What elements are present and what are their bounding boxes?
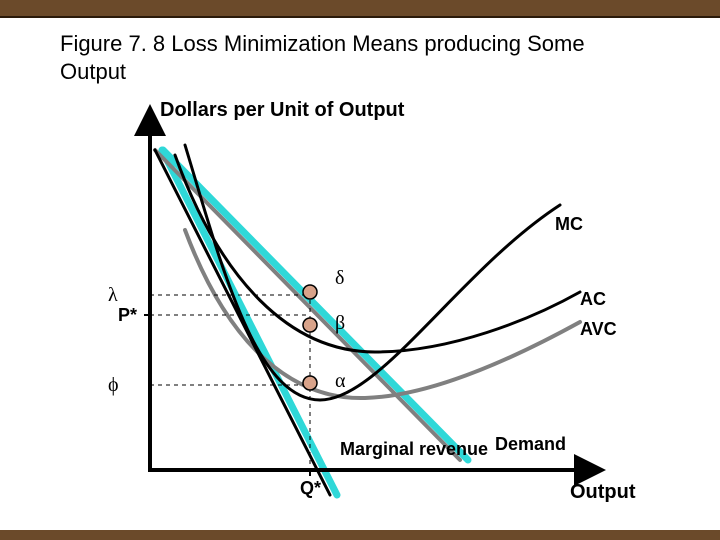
slide-bottom-border <box>0 530 720 540</box>
beta-label: β <box>335 312 345 334</box>
demand-label: Demand <box>495 434 566 454</box>
figure-title: Figure 7. 8 Loss Minimization Means prod… <box>60 30 620 85</box>
mc-label: MC <box>555 214 583 234</box>
delta-label: δ <box>335 267 344 289</box>
alpha-label: α <box>335 370 346 392</box>
phi-label: ϕ <box>108 374 119 396</box>
q-star-label: Q* <box>300 478 321 498</box>
loss-minimization-chart: Dollars per Unit of Output MC AC AVC Demand M… <box>90 100 650 520</box>
alpha-marker <box>303 376 317 390</box>
mr-label: Marginal revenue <box>340 439 488 459</box>
ac-label: AC <box>580 289 606 309</box>
avc-label: AVC <box>580 319 617 339</box>
delta-marker <box>303 285 317 299</box>
y-axis-title: Dollars per Unit of Output <box>160 100 405 121</box>
beta-marker <box>303 318 317 332</box>
chart-svg: Dollars per Unit of Output MC AC AVC Demand M… <box>90 100 650 520</box>
x-axis-title: Output <box>570 481 636 503</box>
p-star-label: P* <box>118 305 137 325</box>
lambda-label: λ <box>108 284 118 306</box>
slide-top-border <box>0 0 720 18</box>
Demand-hilite-line <box>163 150 468 460</box>
ac-curve <box>175 155 580 352</box>
